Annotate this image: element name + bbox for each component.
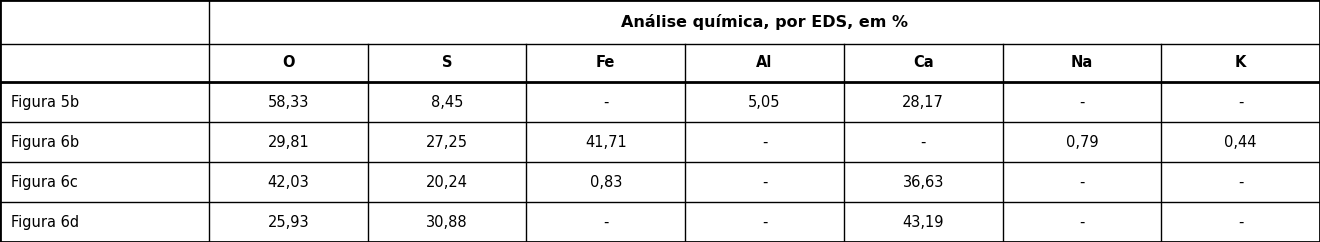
Text: 29,81: 29,81 [268, 135, 309, 150]
Text: Fe: Fe [597, 55, 615, 70]
Text: 41,71: 41,71 [585, 135, 627, 150]
Text: -: - [1080, 215, 1085, 229]
Text: 8,45: 8,45 [430, 95, 463, 110]
Text: Figura 6c: Figura 6c [11, 175, 78, 189]
Text: Na: Na [1071, 55, 1093, 70]
Text: -: - [1238, 95, 1243, 110]
Text: O: O [282, 55, 294, 70]
Text: 27,25: 27,25 [426, 135, 469, 150]
Text: Figura 6b: Figura 6b [11, 135, 79, 150]
Text: K: K [1236, 55, 1246, 70]
Text: -: - [762, 175, 767, 189]
Text: -: - [1080, 175, 1085, 189]
Text: -: - [1080, 95, 1085, 110]
Text: 5,05: 5,05 [748, 95, 780, 110]
Text: 0,83: 0,83 [590, 175, 622, 189]
Text: -: - [762, 135, 767, 150]
Text: -: - [762, 215, 767, 229]
Text: 42,03: 42,03 [268, 175, 309, 189]
Text: Ca: Ca [913, 55, 933, 70]
Text: -: - [1238, 215, 1243, 229]
Text: Figura 6d: Figura 6d [11, 215, 79, 229]
Text: 0,79: 0,79 [1065, 135, 1098, 150]
Text: -: - [603, 95, 609, 110]
Text: 0,44: 0,44 [1225, 135, 1257, 150]
Text: -: - [603, 215, 609, 229]
Text: 25,93: 25,93 [268, 215, 309, 229]
Text: 58,33: 58,33 [268, 95, 309, 110]
Text: Figura 5b: Figura 5b [11, 95, 79, 110]
Text: 20,24: 20,24 [426, 175, 469, 189]
Text: 30,88: 30,88 [426, 215, 467, 229]
Text: 43,19: 43,19 [903, 215, 944, 229]
Text: S: S [442, 55, 453, 70]
Text: Al: Al [756, 55, 772, 70]
Text: Análise química, por EDS, em %: Análise química, por EDS, em % [620, 14, 908, 30]
Text: 28,17: 28,17 [903, 95, 944, 110]
Text: -: - [920, 135, 925, 150]
Text: 36,63: 36,63 [903, 175, 944, 189]
Text: -: - [1238, 175, 1243, 189]
